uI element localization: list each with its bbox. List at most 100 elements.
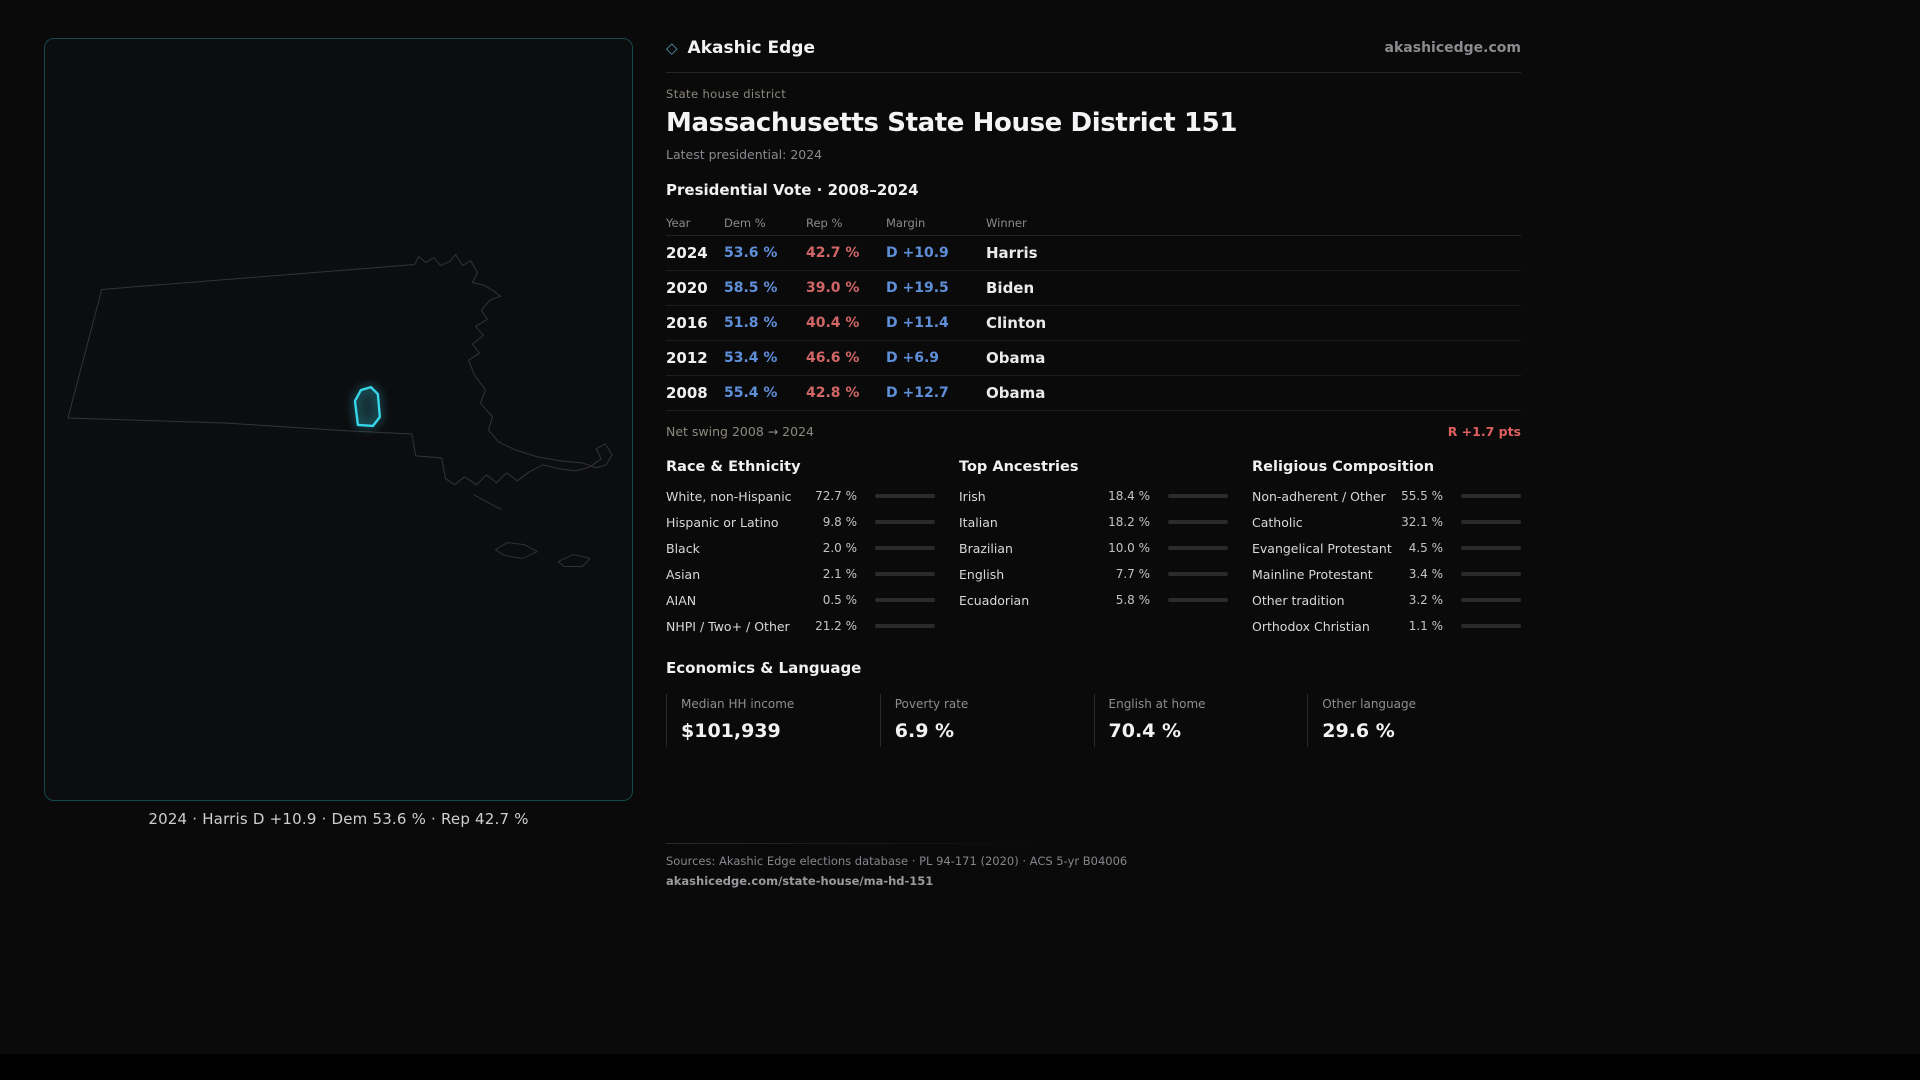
year-cell: 2008 [666,384,708,402]
race-ethnicity-column: Race & Ethnicity White, non-Hispanic 72.… [666,453,935,639]
margin-cell: D +6.9 [886,350,940,366]
table-row: 2016 51.8 % 40.4 % D +11.4 Clinton [666,306,1521,341]
percent-bar [1461,624,1521,628]
demo-label: Catholic [1252,514,1303,530]
demo-row: Ecuadorian 5.8 % [959,587,1228,613]
table-row: 2012 53.4 % 46.6 % D +6.9 Obama [666,341,1521,376]
stat-value: 6.9 % [894,720,955,742]
demo-value: 18.2 % [1108,515,1150,529]
demo-value: 21.2 % [815,619,857,633]
demo-label: NHPI / Two+ / Other [666,618,790,634]
demo-row: English 7.7 % [959,561,1228,587]
demo-value: 5.8 % [1115,593,1150,607]
page-title: Massachusetts State House District 151 [666,108,1238,138]
year-cell: 2020 [666,279,708,297]
percent-bar [1168,572,1228,576]
rep-cell: 40.4 % [806,315,860,331]
demo-value: 2.0 % [822,541,857,555]
stat-card-english: English at home 70.4 % [1093,694,1308,747]
net-swing-value: R +1.7 pts [1447,424,1521,439]
table-row: 2024 53.6 % 42.7 % D +10.9 Harris [666,236,1521,271]
percent-bar [875,598,935,602]
marthas-vineyard-outline [494,542,538,560]
winner-cell: Biden [986,279,1035,297]
percent-bar [1461,520,1521,524]
percent-bar [875,624,935,628]
demo-row: Catholic 32.1 % [1252,509,1521,535]
table-row: 2020 58.5 % 39.0 % D +19.5 Biden [666,271,1521,306]
demo-value: 10.0 % [1108,541,1150,555]
stat-value: $101,939 [681,720,781,742]
demo-row: Orthodox Christian 1.1 % [1252,613,1521,639]
demo-label: Orthodox Christian [1252,618,1370,634]
demo-label: Hispanic or Latino [666,514,779,530]
map-caption: 2024 · Harris D +10.9 · Dem 53.6 % · Rep… [148,810,529,828]
bottom-bar [0,1054,1920,1080]
demo-label: Italian [959,514,998,530]
district-highlight[interactable] [353,385,382,428]
margin-cell: D +19.5 [886,280,949,296]
economics-title: Economics & Language [666,659,862,677]
elizabeth-islands-outline [473,494,502,511]
stat-label: English at home [1108,697,1206,711]
ancestries-column: Top Ancestries Irish 18.4 % Italian 18.2… [959,453,1228,639]
permalink[interactable]: akashicedge.com/state-house/ma-hd-151 [666,874,934,888]
sources-note: Sources: Akashic Edge elections database… [666,854,1128,868]
demo-label: Asian [666,566,701,582]
demo-label: Brazilian [959,540,1013,556]
col-winner: Winner [986,215,1027,230]
demo-value: 9.8 % [822,515,857,529]
stat-label: Median HH income [681,697,795,711]
stat-label: Poverty rate [894,697,969,711]
stat-card-other-language: Other language 29.6 % [1307,694,1521,747]
table-header-row: Year Dem % Rep % Margin Winner [666,210,1521,236]
col-dem: Dem % [724,215,766,230]
stat-label: Other language [1322,697,1417,711]
margin-cell: D +10.9 [886,245,949,261]
rep-cell: 42.7 % [806,245,860,261]
demo-label: AIAN [666,592,697,608]
demo-row: Non-adherent / Other 55.5 % [1252,483,1521,509]
site-link[interactable]: akashicedge.com [1384,40,1521,56]
map-canvas [67,254,613,567]
dem-cell: 58.5 % [724,280,778,296]
demo-row: NHPI / Two+ / Other 21.2 % [666,613,935,639]
winner-cell: Obama [986,384,1046,402]
vote-table-title: Presidential Vote · 2008–2024 [666,181,919,199]
demo-label: Non-adherent / Other [1252,488,1386,504]
brand-link[interactable]: ◇ Akashic Edge [666,38,815,58]
rep-cell: 46.6 % [806,350,860,366]
demo-value: 2.1 % [822,567,857,581]
district-type-kicker: State house district [666,87,787,101]
rep-cell: 39.0 % [806,280,860,296]
margin-cell: D +11.4 [886,315,949,331]
nantucket-outline [557,554,591,567]
stat-value: 29.6 % [1322,720,1395,742]
demo-row: Hispanic or Latino 9.8 % [666,509,935,535]
demo-row: Italian 18.2 % [959,509,1228,535]
col-rep: Rep % [806,215,843,230]
rep-cell: 42.8 % [806,385,860,401]
margin-cell: D +12.7 [886,385,949,401]
demographics-grid: Race & Ethnicity White, non-Hispanic 72.… [666,453,1521,639]
winner-cell: Obama [986,349,1046,367]
percent-bar [1168,546,1228,550]
massachusetts-outline [67,254,613,486]
demo-row: Mainline Protestant 3.4 % [1252,561,1521,587]
demo-value: 55.5 % [1401,489,1443,503]
footer: Sources: Akashic Edge elections database… [666,843,1521,888]
stat-card-poverty: Poverty rate 6.9 % [879,694,1094,747]
percent-bar [1461,572,1521,576]
table-row: 2008 55.4 % 42.8 % D +12.7 Obama [666,376,1521,411]
net-swing-label: Net swing 2008 → 2024 [666,424,814,439]
col-year: Year [666,215,691,230]
demo-label: White, non-Hispanic [666,488,792,504]
demo-row: Irish 18.4 % [959,483,1228,509]
top-bar: ◇ Akashic Edge akashicedge.com [666,30,1521,73]
demo-label: Irish [959,488,986,504]
column-title: Top Ancestries [959,459,1079,475]
net-swing-row: Net swing 2008 → 2024 R +1.7 pts [666,424,1521,439]
dem-cell: 55.4 % [724,385,778,401]
percent-bar [1461,598,1521,602]
